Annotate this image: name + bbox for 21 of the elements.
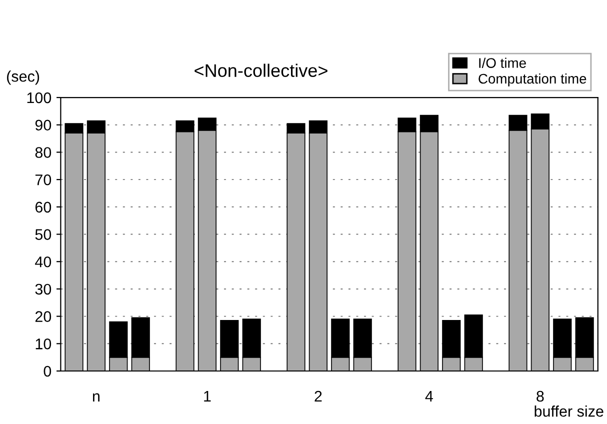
y-tick-label: 0 bbox=[44, 366, 52, 377]
legend-label: I/O time bbox=[479, 58, 526, 68]
y-tick-label: 40 bbox=[35, 256, 52, 268]
x-tick-label: 2 bbox=[314, 390, 322, 402]
chart-title: <Non-collective> bbox=[194, 64, 328, 77]
y-tick-label: 50 bbox=[35, 229, 52, 240]
x-tick-label: 4 bbox=[425, 391, 433, 402]
y-tick-label: 10 bbox=[36, 338, 52, 350]
x-tick-label: 1 bbox=[204, 391, 211, 402]
y-axis-title: (sec) bbox=[7, 70, 40, 85]
x-axis-title: buffer size bbox=[534, 406, 604, 417]
y-tick-label: 100 bbox=[27, 92, 52, 104]
y-tick-label: 60 bbox=[35, 202, 52, 213]
y-tick-label: 70 bbox=[35, 174, 52, 186]
x-tick-label: n bbox=[92, 393, 100, 402]
y-tick-label: 90 bbox=[35, 120, 52, 131]
legend-label: Computation time bbox=[478, 73, 586, 86]
x-tick-label: 8 bbox=[536, 390, 544, 402]
y-tick-label: 20 bbox=[35, 311, 52, 322]
y-tick-label: 30 bbox=[35, 284, 52, 295]
y-tick-label: 80 bbox=[35, 147, 52, 158]
